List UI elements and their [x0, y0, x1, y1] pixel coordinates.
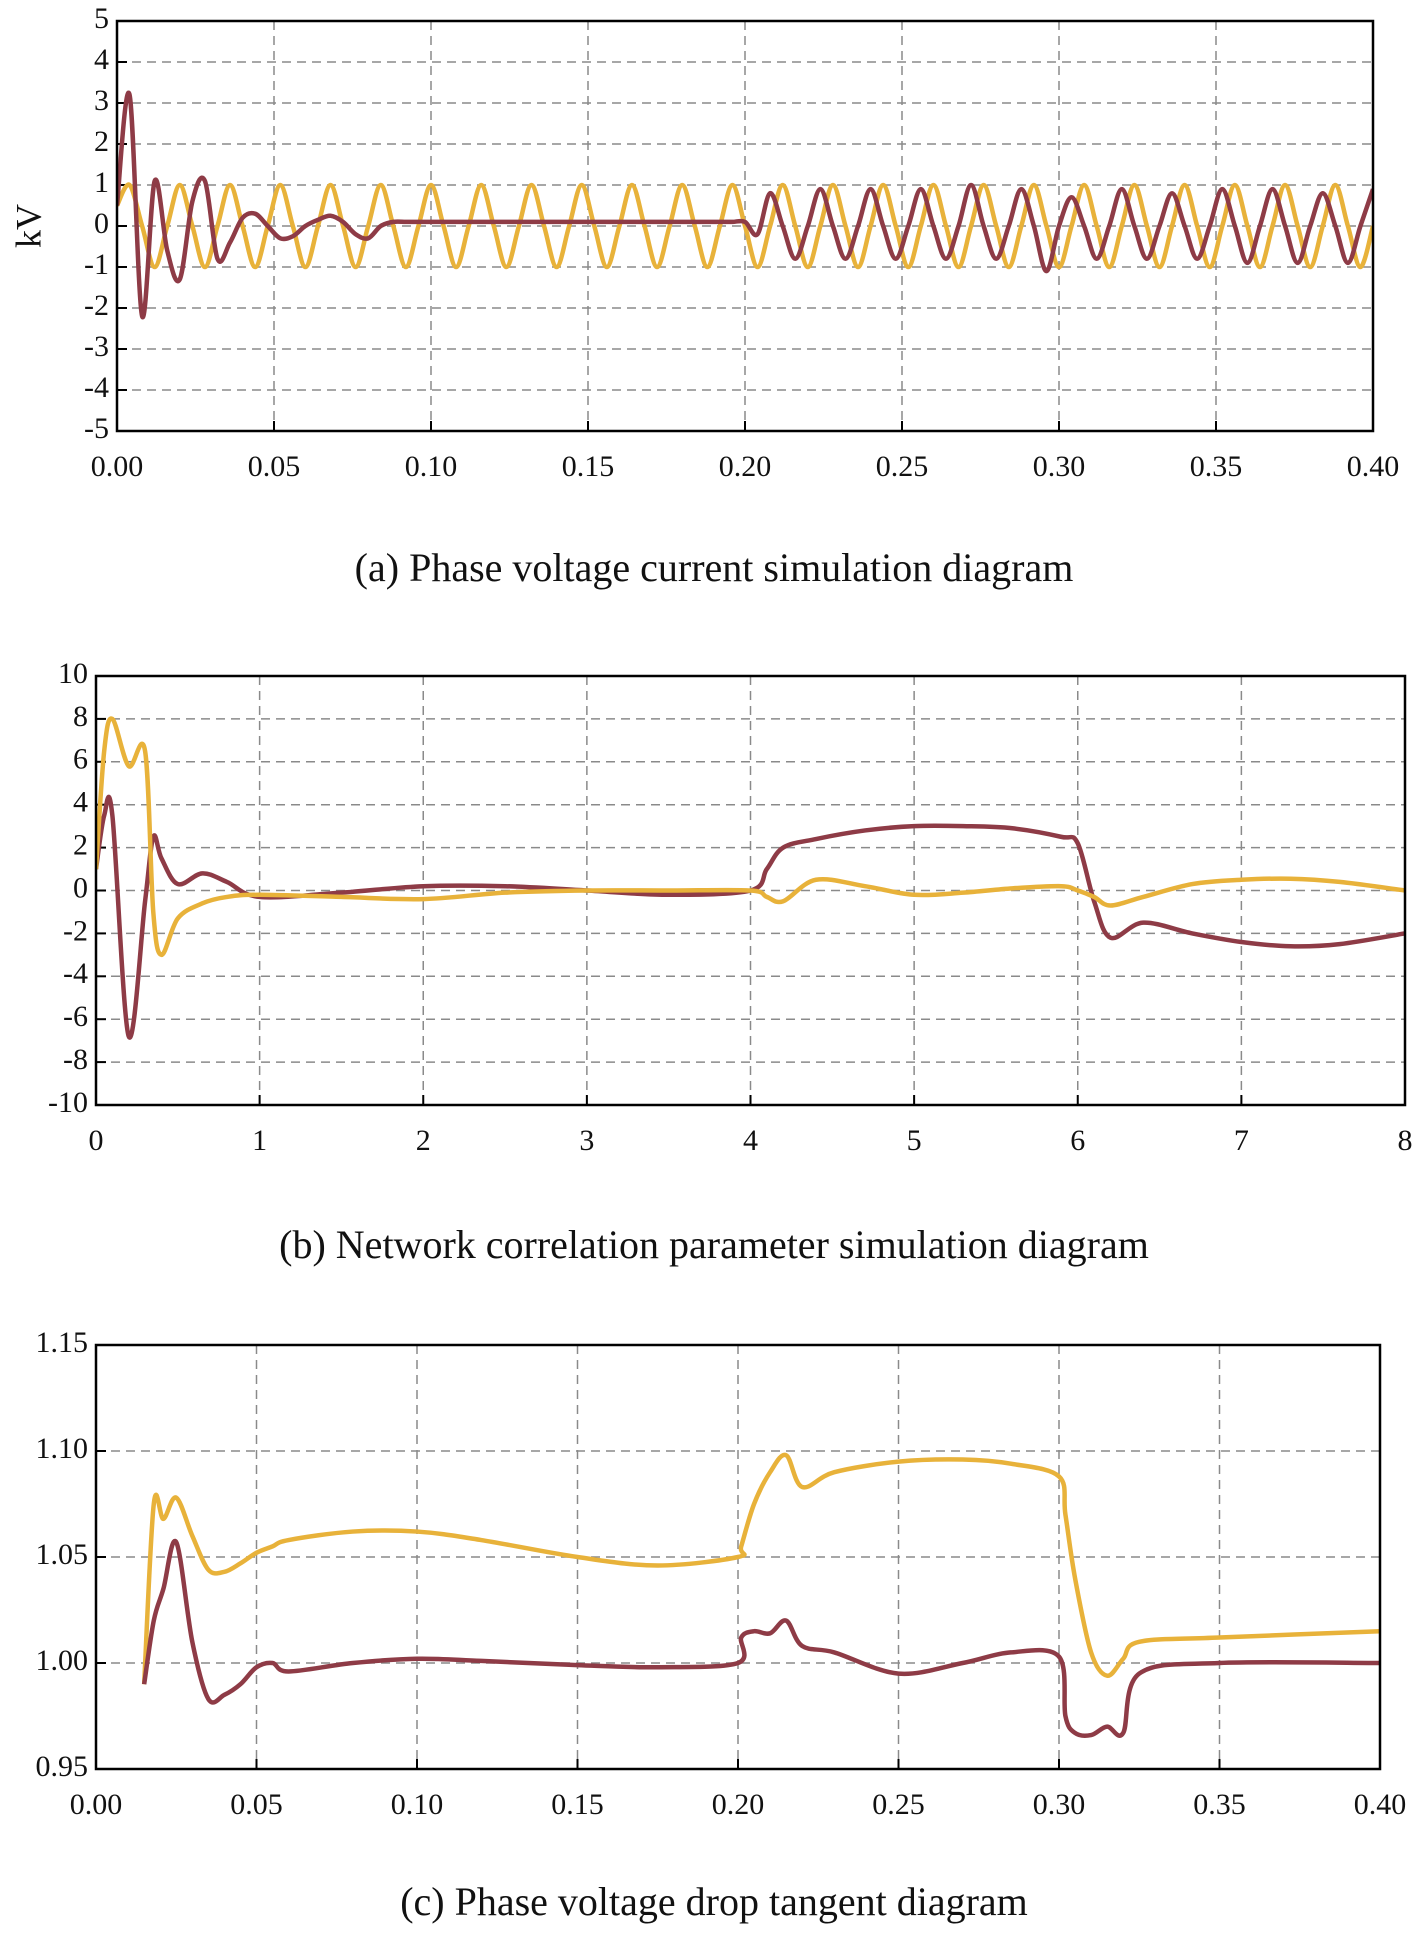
y-tick-label: 2: [94, 125, 109, 158]
y-tick-label: 1.15: [36, 1326, 89, 1359]
x-tick-label: 2: [416, 1124, 431, 1157]
x-tick-label: 0.10: [405, 450, 458, 483]
x-tick-label: 8: [1398, 1124, 1413, 1157]
y-tick-label: -3: [84, 330, 109, 363]
x-tick-label: 0.15: [562, 450, 615, 483]
chart: 0.95 1.05 1.00 1.10 1.15 0.00 0.05 0.10 0.15 0.20…: [36, 1326, 1407, 1924]
y-tick-label: -4: [84, 371, 109, 404]
y-tick-label: -4: [63, 957, 88, 990]
y-tick-label: 5: [94, 2, 109, 35]
y-tick-label: -2: [63, 914, 88, 947]
data-line: [141, 1538, 1380, 1738]
x-tick-label: 0.35: [1190, 450, 1243, 483]
plot-frame: [94, 674, 1407, 1107]
x-tick-label: 0.25: [872, 1788, 925, 1821]
data-line: [141, 1452, 1380, 1685]
y-tick-label: -6: [63, 1000, 88, 1033]
caption: (c) Phase voltage drop tangent diagram: [400, 1879, 1028, 1924]
x-tick-label: 0.15: [551, 1788, 604, 1821]
y-tick-label: 4: [94, 43, 109, 76]
caption: (b) Network correlation parameter simula…: [279, 1222, 1149, 1267]
x-tick-label: 4: [743, 1124, 758, 1157]
y-tick-label: 1: [94, 166, 109, 199]
x-tick-label: 0.20: [719, 450, 772, 483]
data-line: [117, 90, 1373, 320]
x-tick-label: 0.25: [876, 450, 929, 483]
y-tick-label: -5: [84, 412, 109, 445]
y-tick-label: -8: [63, 1043, 88, 1076]
x-tick-label: 0.30: [1033, 1788, 1086, 1821]
x-tick-label: 0.05: [248, 450, 301, 483]
x-tick-label: 0.20: [712, 1788, 765, 1821]
y-tick-label: -2: [84, 289, 109, 322]
y-tick-label: 2: [73, 828, 88, 861]
y-tick-label: 1.00: [36, 1644, 89, 1677]
x-tick-label: 3: [579, 1124, 594, 1157]
x-tick-label: 7: [1234, 1124, 1249, 1157]
y-tick-label: 1.05: [36, 1538, 89, 1571]
plot-frame: [115, 19, 1375, 433]
y-tick-label: 6: [73, 743, 88, 776]
y-axis-label: kV: [8, 204, 48, 248]
chart: -10 -8 -6 -4 -2 0 2 4 6 8 10 0 1 2 3 4 5 6 7 8 (b) Network c…: [48, 657, 1413, 1267]
plot-frame: [94, 1343, 1382, 1771]
x-tick-label: 0.30: [1033, 450, 1086, 483]
y-tick-label: 8: [73, 700, 88, 733]
x-tick-label: 0.00: [70, 1788, 123, 1821]
x-tick-label: 0.40: [1347, 450, 1400, 483]
x-tick-label: 6: [1070, 1124, 1085, 1157]
y-tick-label: 0.95: [36, 1750, 89, 1783]
y-tick-label: 1.10: [36, 1432, 89, 1465]
y-tick-label: 0: [73, 871, 88, 904]
y-tick-label: -10: [48, 1086, 88, 1119]
x-tick-label: 5: [907, 1124, 922, 1157]
data-line: [117, 182, 1373, 270]
x-tick-label: 0.35: [1193, 1788, 1246, 1821]
caption: (a) Phase voltage current simulation dia…: [355, 545, 1074, 590]
y-tick-label: -1: [84, 248, 109, 281]
x-tick-label: 0: [89, 1124, 104, 1157]
chart: -5 -4 -3 -2 -1 0 1 2 3 4 5 0.00 0.05 0.10 0.15 0.20 0.25…: [8, 2, 1399, 590]
x-tick-label: 0.10: [391, 1788, 444, 1821]
y-tick-label: 0: [94, 207, 109, 240]
x-tick-label: 0.05: [230, 1788, 283, 1821]
y-tick-label: 3: [94, 84, 109, 117]
y-tick-label: 10: [58, 657, 88, 690]
x-tick-label: 0.00: [91, 450, 144, 483]
x-tick-label: 1: [252, 1124, 267, 1157]
data-line: [96, 716, 1405, 958]
y-tick-label: 4: [73, 786, 88, 819]
x-tick-label: 0.40: [1354, 1788, 1407, 1821]
